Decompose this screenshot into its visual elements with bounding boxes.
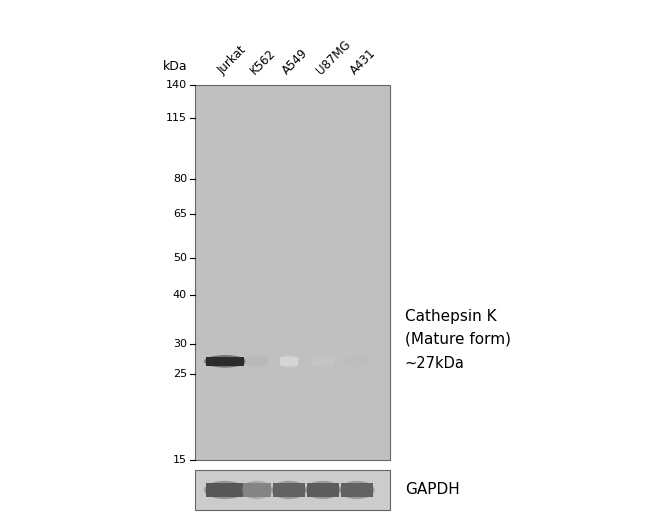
- Ellipse shape: [242, 481, 272, 499]
- Text: 80: 80: [173, 174, 187, 184]
- Bar: [341, 483, 373, 497]
- Text: ~27kDa: ~27kDa: [405, 356, 465, 371]
- Ellipse shape: [279, 355, 299, 368]
- Text: A549: A549: [280, 46, 311, 77]
- Text: Cathepsin K: Cathepsin K: [405, 309, 497, 324]
- Bar: [243, 483, 271, 497]
- Text: K562: K562: [248, 47, 278, 77]
- Bar: [280, 357, 298, 366]
- Ellipse shape: [245, 355, 269, 368]
- Ellipse shape: [306, 481, 341, 499]
- Text: U87MG: U87MG: [314, 37, 353, 77]
- Bar: [246, 357, 268, 366]
- Text: 15: 15: [173, 455, 187, 465]
- Text: GAPDH: GAPDH: [405, 483, 460, 498]
- Text: (Mature form): (Mature form): [405, 332, 511, 347]
- Text: 115: 115: [166, 113, 187, 123]
- Text: 40: 40: [173, 290, 187, 301]
- Bar: [195, 85, 390, 460]
- Text: 25: 25: [173, 369, 187, 379]
- Text: A431: A431: [348, 46, 378, 77]
- Ellipse shape: [339, 481, 374, 499]
- Bar: [206, 483, 244, 497]
- Text: 30: 30: [173, 339, 187, 348]
- Bar: [307, 483, 339, 497]
- Text: 140: 140: [166, 80, 187, 90]
- Ellipse shape: [204, 355, 246, 368]
- Ellipse shape: [345, 355, 369, 368]
- Bar: [206, 357, 244, 366]
- Bar: [195, 470, 390, 510]
- Ellipse shape: [204, 481, 246, 499]
- Bar: [312, 357, 334, 366]
- Text: 50: 50: [173, 253, 187, 263]
- Ellipse shape: [272, 481, 307, 499]
- Bar: [346, 357, 368, 366]
- Text: Jurkat: Jurkat: [216, 43, 250, 77]
- Text: kDa: kDa: [162, 60, 187, 73]
- Ellipse shape: [311, 355, 335, 368]
- Bar: [273, 483, 305, 497]
- Text: 65: 65: [173, 209, 187, 219]
